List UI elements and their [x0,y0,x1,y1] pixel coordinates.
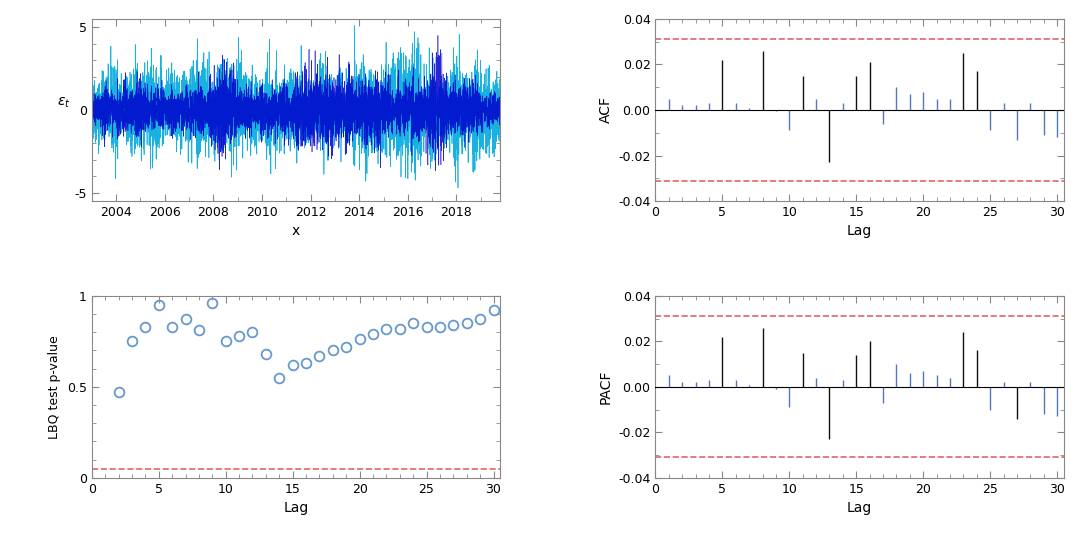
X-axis label: Lag: Lag [847,225,873,239]
Y-axis label: PACF: PACF [598,369,612,404]
Y-axis label: $\epsilon_t$: $\epsilon_t$ [56,96,70,110]
X-axis label: Lag: Lag [847,501,873,515]
Y-axis label: ACF: ACF [598,97,612,124]
X-axis label: Lag: Lag [283,501,309,515]
X-axis label: x: x [292,225,300,239]
Y-axis label: LBQ test p-value: LBQ test p-value [49,335,62,438]
